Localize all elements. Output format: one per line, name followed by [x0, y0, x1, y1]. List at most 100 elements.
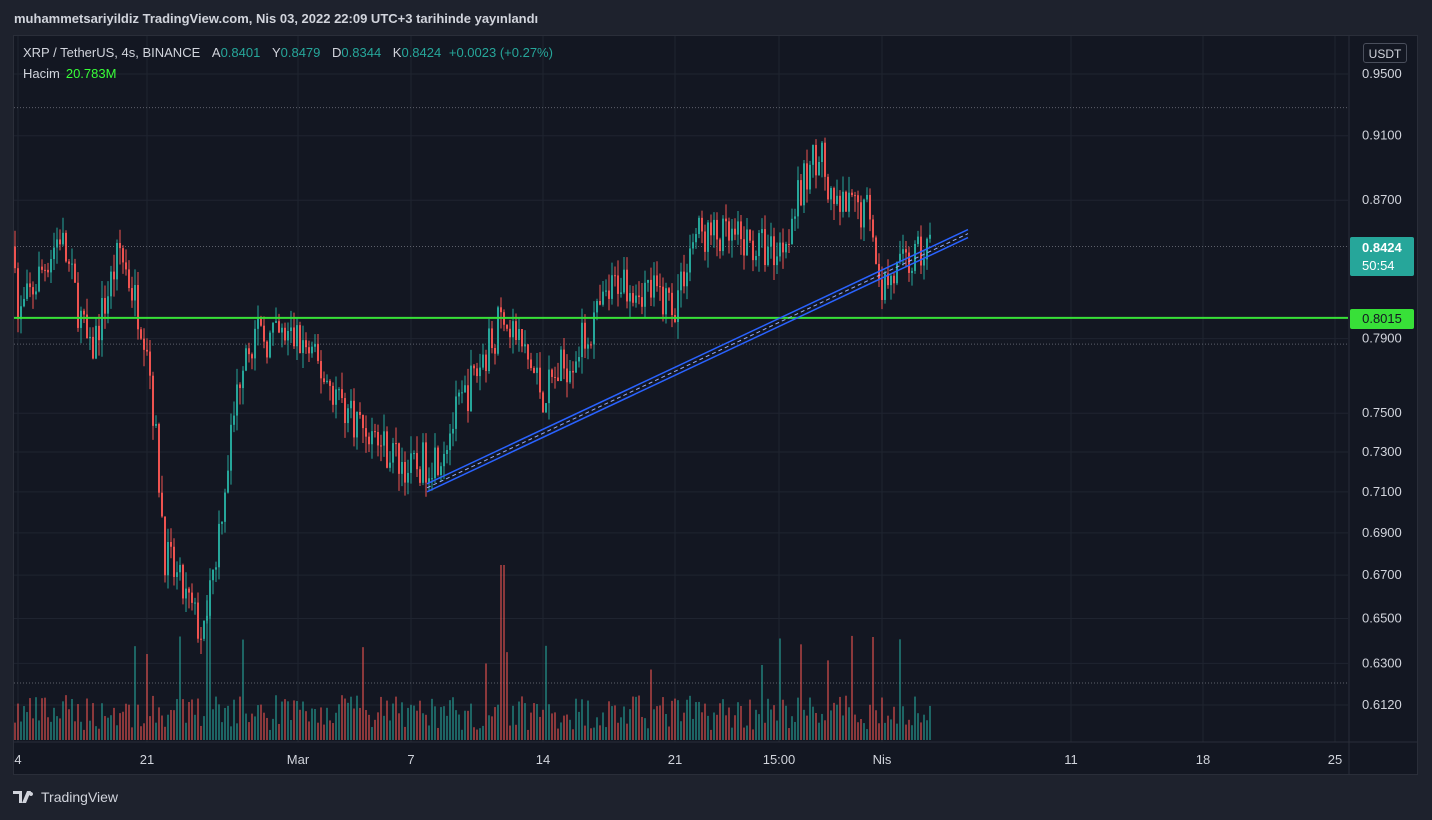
candle-body [173, 546, 175, 577]
candle-body [227, 470, 229, 493]
volume-bar [149, 716, 151, 740]
candle-body [38, 266, 40, 292]
candle-body [224, 492, 226, 522]
open-label: A [211, 45, 221, 60]
volume-label[interactable]: Hacim [23, 66, 60, 81]
volume-bar [662, 697, 664, 740]
candle-body [152, 375, 154, 426]
candle-body [116, 242, 118, 280]
volume-bar [254, 716, 256, 740]
volume-bar [326, 707, 328, 740]
volume-bar [215, 696, 217, 740]
candle-body [401, 461, 403, 474]
volume-bar [413, 705, 415, 740]
candle-body [119, 242, 121, 249]
volume-bar [725, 715, 727, 740]
volume-bar [53, 707, 55, 740]
candle-body [14, 246, 16, 269]
volume-bar [446, 715, 448, 740]
volume-bar [137, 704, 139, 740]
candle-body [719, 239, 721, 252]
candle-body [197, 602, 199, 639]
candle-body [101, 297, 103, 341]
candle-body [737, 221, 739, 235]
candle-body [47, 269, 49, 273]
candle-body [770, 236, 772, 247]
volume-bar [641, 716, 643, 740]
volume-bar [206, 595, 208, 740]
volume-bar [545, 645, 547, 740]
candle-body [800, 180, 802, 206]
volume-bar [653, 709, 655, 740]
candle-body [740, 221, 742, 240]
volume-bar [98, 728, 100, 740]
candle-body [17, 268, 19, 320]
volume-bar [866, 729, 868, 740]
volume-bar [581, 699, 583, 740]
candle-body [29, 283, 31, 288]
candle-body [374, 431, 376, 433]
volume-bar [860, 718, 862, 740]
candle-body [68, 261, 70, 264]
volume-bar [647, 728, 649, 740]
volume-bar [344, 698, 346, 740]
candle-body [305, 340, 307, 348]
candle-body [551, 369, 553, 377]
candle-body [467, 385, 469, 412]
volume-bar [707, 715, 709, 740]
candle-body [509, 328, 511, 338]
candle-body [713, 219, 715, 236]
candle-body [914, 243, 916, 271]
volume-bar [296, 700, 298, 740]
volume-bar [557, 728, 559, 740]
candle-body [389, 462, 391, 468]
volume-bar [599, 725, 601, 740]
volume-bar [152, 695, 154, 740]
candle-body [554, 376, 556, 378]
candle-body [248, 348, 250, 355]
candle-body [488, 328, 490, 372]
candle-body [167, 542, 169, 576]
candle-body [548, 369, 550, 404]
price-tick-label: 0.7300 [1362, 444, 1402, 459]
volume-bar [71, 699, 73, 740]
tradingview-logo[interactable]: TradingView [13, 789, 118, 805]
volume-bar [86, 698, 88, 740]
candle-body [245, 348, 247, 371]
candle-body [533, 368, 535, 373]
candle-body [776, 256, 778, 266]
candle-body [785, 243, 787, 253]
volume-bar [287, 701, 289, 740]
currency-button[interactable]: USDT [1363, 43, 1407, 63]
symbol-label[interactable]: XRP / TetherUS, 4s, BINANCE [23, 45, 201, 60]
volume-bar [245, 713, 247, 740]
candle-body [815, 144, 817, 176]
volume-bar [830, 710, 832, 740]
candle-body [200, 638, 202, 640]
volume-bar [602, 712, 604, 740]
volume-bar [824, 720, 826, 740]
candle-body [182, 564, 184, 599]
candle-body [680, 271, 682, 291]
volume-bar [539, 716, 541, 740]
volume-bar [770, 709, 772, 740]
volume-bar [794, 721, 796, 740]
candle-body [653, 275, 655, 298]
candle-body [110, 271, 112, 297]
volume-bar [617, 722, 619, 740]
candle-body [191, 592, 193, 603]
volume-bar [806, 715, 808, 740]
candle-body [590, 344, 592, 346]
volume-bar [77, 704, 79, 740]
volume-bar [869, 704, 871, 740]
volume-bar [338, 704, 340, 740]
volume-bar [29, 698, 31, 740]
volume-bar [710, 729, 712, 740]
candle-body [434, 447, 436, 479]
chart-panel[interactable] [13, 35, 1418, 775]
volume-bar [107, 717, 109, 740]
candle-body [32, 287, 34, 295]
candle-body [398, 443, 400, 474]
volume-bar [452, 697, 454, 740]
